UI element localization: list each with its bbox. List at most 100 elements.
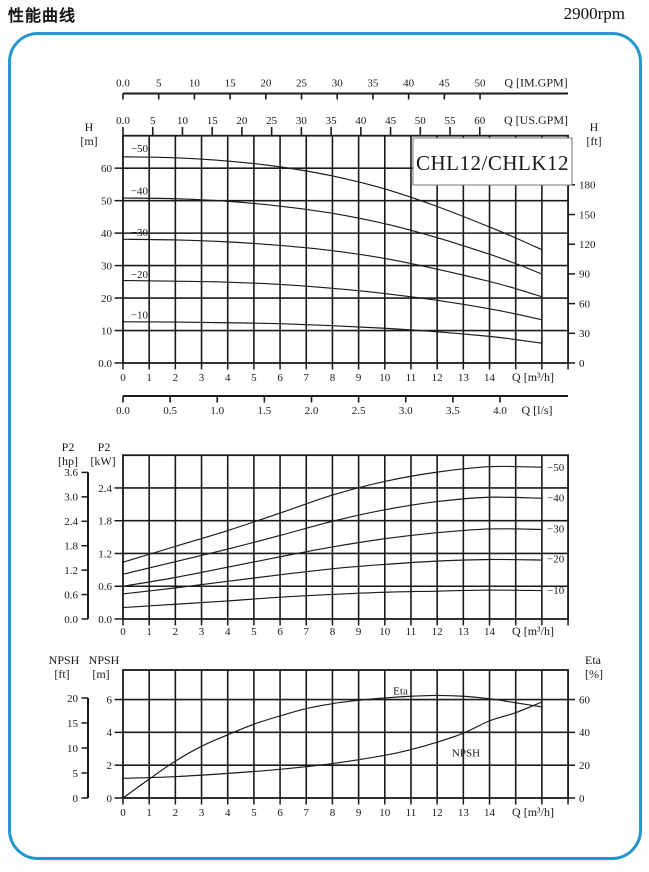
model-box [412,137,573,186]
axis-tick-label: 40 [403,78,415,90]
axis-tick-label: 8 [330,372,336,384]
series-curve [122,528,543,587]
axis-tick-label: 14 [484,372,496,384]
axis-tick-label: 35 [367,78,379,90]
axis-tick-label: 5 [73,768,79,780]
axis-tick-label: 3.0 [64,492,78,504]
axis-tick-label: 4 [107,727,113,739]
axis-tick-label: 35 [326,115,338,127]
axis-tick-label: 15 [67,718,79,730]
x-axis-unit-label: Q [m³/h] [512,805,554,819]
axis-tick-label: 7 [304,807,310,819]
axis-tick-label: 7 [304,372,310,384]
axis-tick-label: 2 [107,760,113,772]
axis-tick-label: 180 [579,180,596,192]
axis-tick-label: 150 [579,209,596,221]
eta-axis-name: Eta [585,653,602,667]
axis-tick-label: 1 [146,626,152,638]
axis-tick-label: 1.8 [64,541,78,553]
axis-tick-label: 20 [101,293,113,305]
x-axis-unit-label: Q [m³/h] [512,624,554,638]
axis-tick-label: 20 [67,693,79,705]
axis-tick-label: 8 [330,626,336,638]
axis-tick-label: 45 [439,78,451,90]
im-gpm-unit-label: Q [IM.GPM] [504,76,567,90]
axis-tick-label: 2.4 [64,516,78,528]
rpm-label: 2900rpm [563,4,625,23]
axis-tick-label: 1.2 [98,548,112,560]
curve-label: −10 [131,309,149,321]
series-curve [122,701,543,779]
axis-tick-label: 7 [304,626,310,638]
axis-tick-label: 0 [120,807,126,819]
npsh-ft-axis-name: NPSH [49,653,80,667]
axis-tick-label: 40 [579,727,591,739]
curve-label: −40 [547,493,565,505]
y-axis-name: P2 [98,440,111,454]
axis-tick-label: 14 [484,626,496,638]
axis-tick-label: 10 [189,78,201,90]
axis-tick-label: 0.6 [98,581,112,593]
axis-tick-label: 50 [475,78,487,90]
y-right-axis-unit: [ft] [586,134,601,148]
series-curve [122,465,543,563]
hp-axis-unit: [hp] [58,454,78,468]
axis-tick-label: 10 [379,372,391,384]
axis-tick-label: 60 [101,163,113,175]
axis-tick-label: 1.8 [98,516,112,528]
axis-tick-label: 13 [458,372,470,384]
axis-tick-label: 1.2 [64,565,78,577]
curve-label: −50 [547,462,565,474]
axis-tick-label: 120 [579,239,596,251]
axis-tick-label: 5 [251,807,257,819]
axis-tick-label: 3.6 [64,467,78,479]
axis-tick-label: 60 [474,115,486,127]
axis-tick-label: 0.5 [163,405,177,417]
axis-tick-label: 0 [73,793,79,805]
page-title: 性能曲线 [8,8,77,25]
series-curve [122,558,543,595]
plot-frame [122,134,569,364]
axis-tick-label: 4 [225,807,231,819]
plot-frame [122,669,569,799]
curve-label: −20 [131,269,149,281]
axis-tick-label: 0 [120,626,126,638]
axis-tick-label: 9 [356,372,362,384]
axis-tick-label: 90 [579,269,591,281]
axis-tick-label: 30 [101,260,113,272]
y-axis-name: NPSH [89,653,120,667]
axis-tick-label: 2.5 [352,405,366,417]
axis-tick-label: 30 [579,328,591,340]
curve-label: −10 [547,585,565,597]
axis-tick-label: 0 [579,793,585,805]
curve-label: Eta [393,685,408,697]
axis-tick-label: 10 [379,807,391,819]
axis-tick-label: 50 [415,115,427,127]
axis-tick-label: 5 [150,115,156,127]
axis-tick-label: 25 [296,78,308,90]
curve-label: −40 [131,186,149,198]
axis-tick-label: 12 [432,626,443,638]
axis-tick-label: 30 [296,115,308,127]
axis-tick-label: 15 [207,115,219,127]
axis-tick-label: 0.0 [64,614,78,626]
axis-tick-label: 55 [445,115,457,127]
axis-tick-label: 15 [225,78,237,90]
axis-tick-label: 2 [173,372,179,384]
axis-tick-label: 11 [406,807,417,819]
series-curve [122,238,543,298]
series-curve [122,694,543,799]
axis-tick-label: 8 [330,807,336,819]
curve-label: −50 [131,143,149,155]
axis-tick-label: 4 [225,372,231,384]
axis-tick-label: 14 [484,807,496,819]
axis-tick-label: 5 [251,372,257,384]
y-axis-unit: [kW] [90,454,115,468]
curve-label: −20 [547,554,565,566]
axis-tick-label: 6 [277,626,283,638]
axis-tick-label: 13 [458,807,470,819]
axis-tick-label: 6 [107,694,113,706]
power-grid [123,455,569,619]
axis-tick-label: 40 [355,115,367,127]
